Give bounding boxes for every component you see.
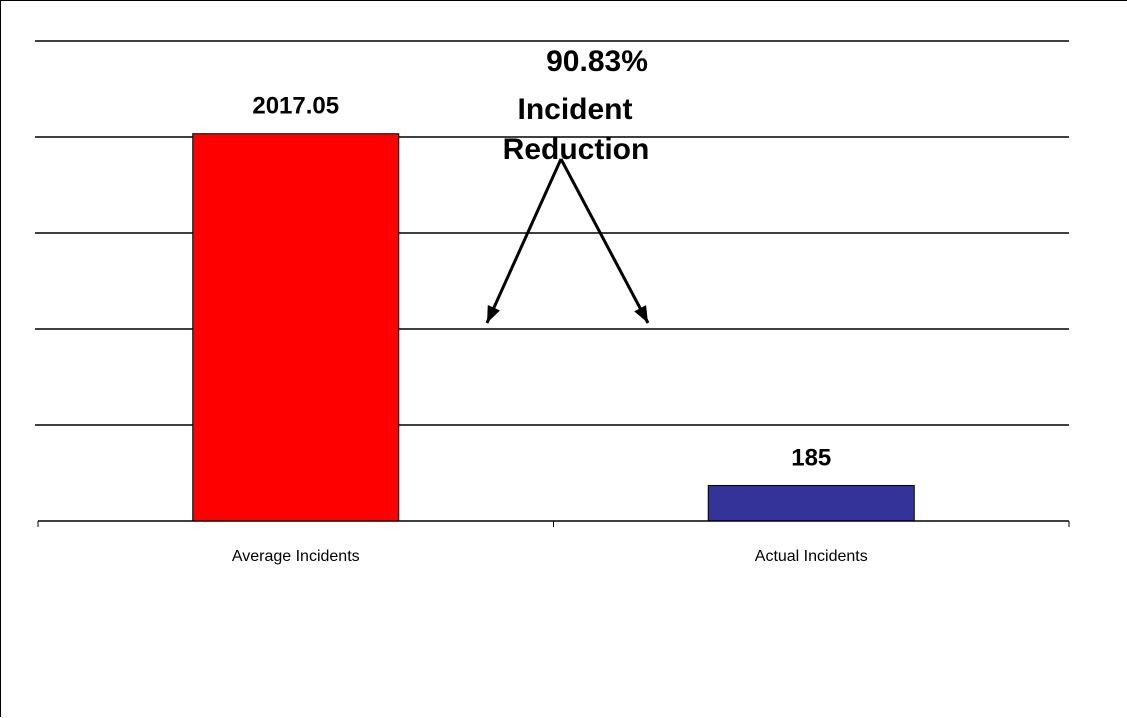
reduction-arrows (485, 158, 650, 324)
arrow-head (634, 305, 648, 323)
arrow-shaft (485, 158, 563, 324)
data-labels: 2017.05 185 (252, 93, 831, 472)
data-label: 185 (791, 444, 831, 471)
arrow-shaft (559, 158, 650, 324)
bars (192, 133, 915, 522)
data-label: 2017.05 (252, 93, 339, 120)
x-tick-label: Average Incidents (232, 548, 360, 565)
reduction-annotation: 90.83% Incident Reduction (485, 45, 650, 324)
x-tick-label: Actual Incidents (755, 548, 868, 565)
annotation-percent: 90.83% (546, 45, 648, 78)
arrow-head (487, 305, 500, 323)
bar (707, 484, 915, 522)
annotation-line-incident: Incident (517, 93, 632, 126)
x-axis: Average Incidents Actual Incidents (37, 520, 1070, 565)
bar (192, 133, 400, 522)
annotation-line-reduction: Reduction (503, 133, 650, 166)
